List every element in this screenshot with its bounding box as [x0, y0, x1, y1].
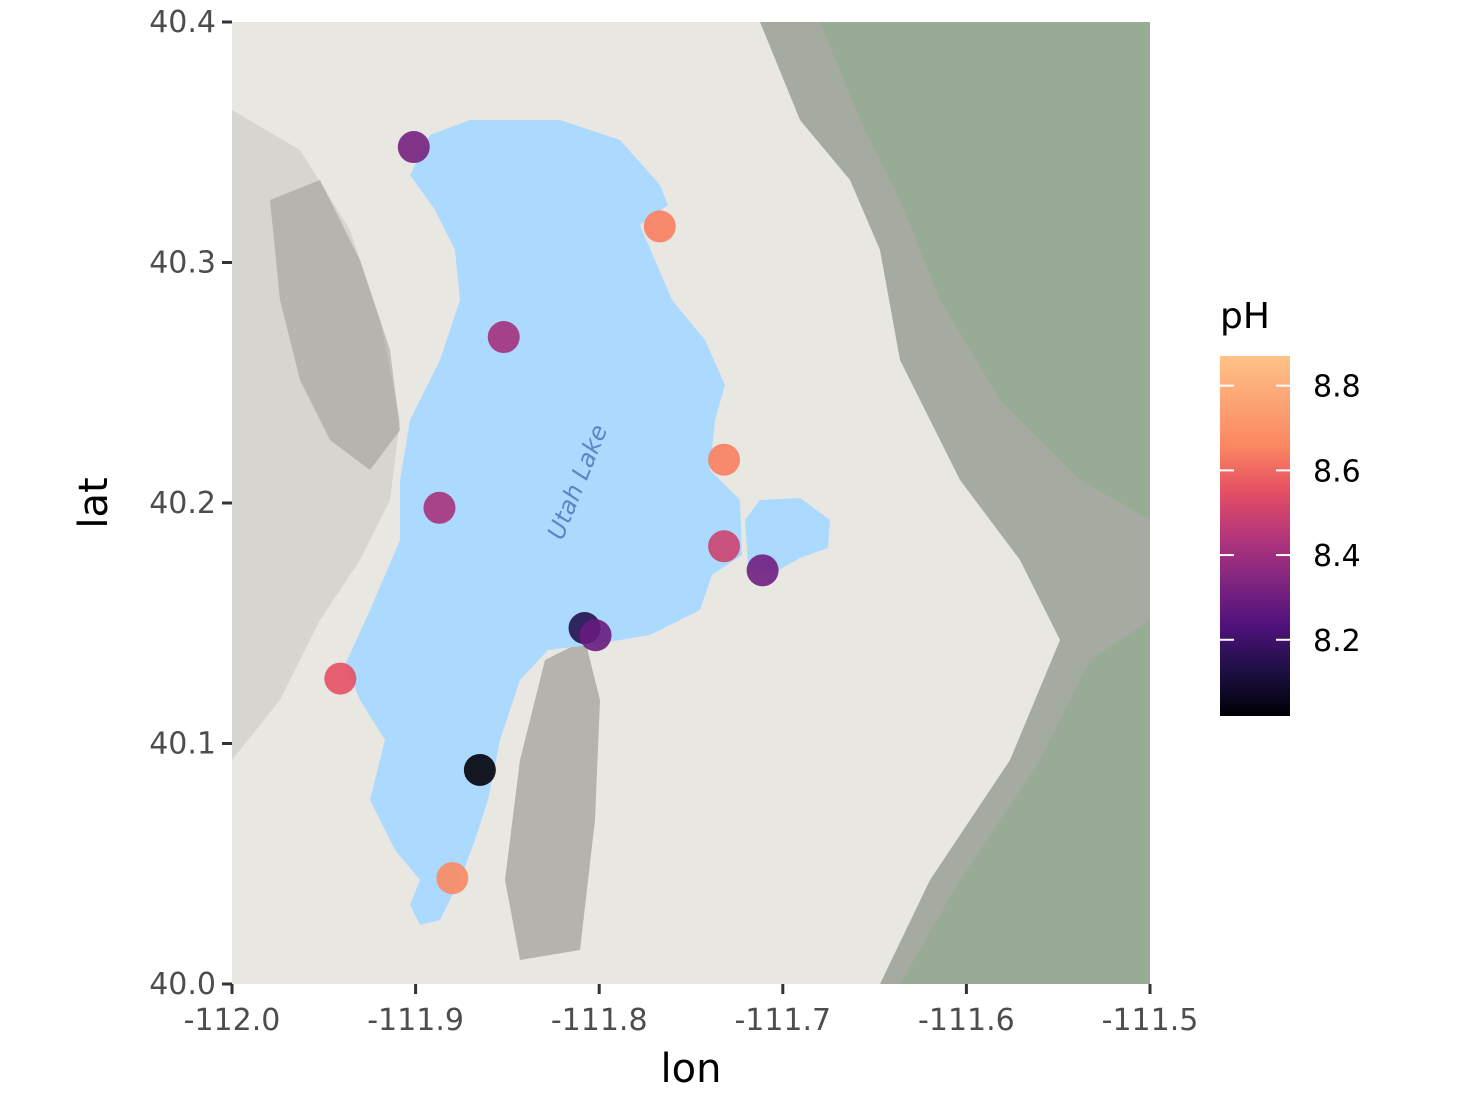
x-tick-label: -111.5: [1102, 1003, 1199, 1038]
data-point: [463, 753, 496, 786]
data-point: [487, 321, 520, 354]
points-layer: [324, 131, 779, 895]
legend-tick-label: 8.2: [1313, 624, 1361, 659]
x-axis: -112.0 -111.9 -111.8 -111.7 -111.6 -111.5: [184, 984, 1199, 1038]
basemap: Utah Lake: [232, 22, 1150, 984]
wasatch-green-south: [900, 620, 1150, 984]
x-tick-label: -111.7: [734, 1003, 831, 1038]
y-axis-title: lat: [71, 477, 117, 528]
wasatch-green: [820, 22, 1150, 520]
data-point: [708, 443, 741, 476]
wasatch-mountains: [760, 22, 1150, 984]
y-tick-label: 40.4: [149, 5, 216, 40]
lake-mountain-ridge: [505, 640, 600, 960]
color-legend: pH 8.2 8.4 8.6 8.8: [1220, 296, 1361, 716]
x-axis-title: lon: [661, 1046, 722, 1092]
data-point: [746, 554, 779, 587]
data-point: [423, 491, 456, 524]
data-point: [397, 131, 430, 164]
legend-ticks: 8.2 8.4 8.6 8.8: [1220, 370, 1361, 659]
legend-tick-label: 8.6: [1313, 454, 1361, 489]
data-point: [708, 530, 741, 563]
legend-tick-label: 8.8: [1313, 370, 1361, 405]
data-point: [436, 862, 469, 895]
y-tick-label: 40.3: [149, 246, 216, 281]
data-point: [579, 619, 612, 652]
data-point: [324, 662, 357, 695]
data-point: [643, 210, 676, 243]
x-tick-label: -112.0: [184, 1003, 281, 1038]
x-tick-label: -111.8: [551, 1003, 648, 1038]
x-tick-label: -111.9: [367, 1003, 464, 1038]
legend-colorbar: [1220, 356, 1290, 716]
west-mountains: [270, 180, 400, 470]
y-tick-label: 40.0: [149, 967, 216, 1002]
y-axis: 40.0 40.1 40.2 40.3 40.4: [149, 5, 232, 1002]
y-tick-label: 40.1: [149, 727, 216, 762]
legend-title: pH: [1220, 296, 1270, 337]
legend-tick-label: 8.4: [1313, 539, 1361, 574]
y-tick-label: 40.2: [149, 486, 216, 521]
west-hills: [232, 110, 400, 760]
x-tick-label: -111.6: [918, 1003, 1015, 1038]
utah-lake: [345, 120, 742, 925]
